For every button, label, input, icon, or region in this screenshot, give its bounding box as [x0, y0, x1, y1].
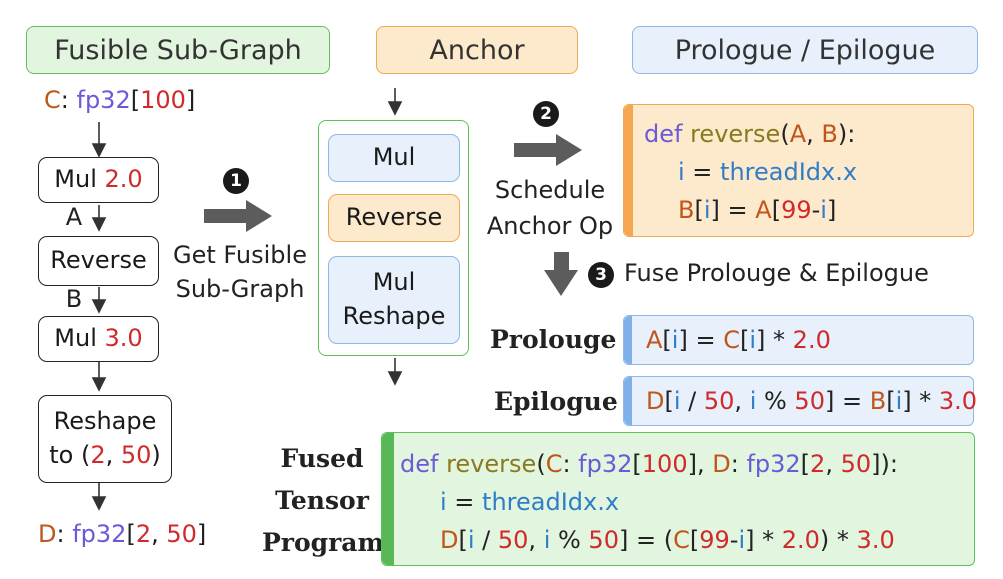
output-tensor: D: fp32[2, 50]	[38, 520, 207, 548]
edge-label-b: B	[65, 285, 83, 313]
anchor-group	[318, 120, 469, 356]
anchor-reverse-node: Reverse	[328, 194, 460, 242]
fused-code-box: def reverse(C: fp32[100], D: fp32[2, 50]…	[381, 432, 975, 566]
edge-label-a: A	[65, 203, 83, 231]
step-3-badge: 3	[588, 262, 614, 288]
fused-code-line-2: i = threadIdx.x	[440, 488, 620, 516]
input-tensor: C: fp32[100]	[44, 86, 196, 114]
step-3-label: Fuse Prolouge & Epilogue	[624, 259, 929, 287]
prologue-code-box: A[i] = C[i] * 2.0	[623, 315, 974, 365]
mul-node-1: Mul 2.0	[38, 157, 159, 203]
reverse-node: Reverse	[38, 236, 159, 286]
step-2-badge: 2	[533, 101, 559, 127]
fused-program-label: Fused Tensor Program	[262, 444, 384, 557]
epilogue-label: Epilogue	[494, 387, 618, 416]
epilogue-code-box: D[i / 50, i % 50] = B[i] * 3.0	[623, 376, 977, 426]
mul-node-2: Mul 3.0	[38, 316, 159, 362]
fused-code-line-3: D[i / 50, i % 50] = (C[99-i] * 2.0) * 3.…	[440, 526, 895, 554]
step2-arrow	[514, 134, 582, 166]
reshape-node: Reshape to (2, 50)	[38, 395, 172, 483]
anchor-code-line-2: i = threadIdx.x	[678, 158, 858, 186]
anchor-mul-reshape-node: Mul Reshape	[328, 256, 460, 344]
prologue-epilogue-header: Prologue / Epilogue	[632, 26, 978, 74]
anchor-code-box: def reverse(A, B): i = threadIdx.x B[i] …	[623, 104, 974, 237]
step-2-label: Schedule Anchor Op	[486, 176, 614, 240]
prologue-label: Prolouge	[490, 325, 617, 354]
fused-code-line-1: def reverse(C: fp32[100], D: fp32[2, 50]…	[400, 450, 898, 478]
anchor-header: Anchor	[376, 26, 578, 74]
step-1-badge: 1	[223, 168, 249, 194]
step-1-label: Get Fusible Sub-Graph	[173, 241, 307, 303]
anchor-code-line-1: def reverse(A, B):	[644, 120, 856, 148]
step1-arrow	[204, 200, 272, 232]
anchor-mul-node: Mul	[328, 134, 460, 182]
anchor-code-line-3: B[i] = A[99-i]	[678, 196, 837, 224]
step3-arrow	[544, 252, 578, 296]
fusible-subgraph-header: Fusible Sub-Graph	[26, 26, 330, 74]
